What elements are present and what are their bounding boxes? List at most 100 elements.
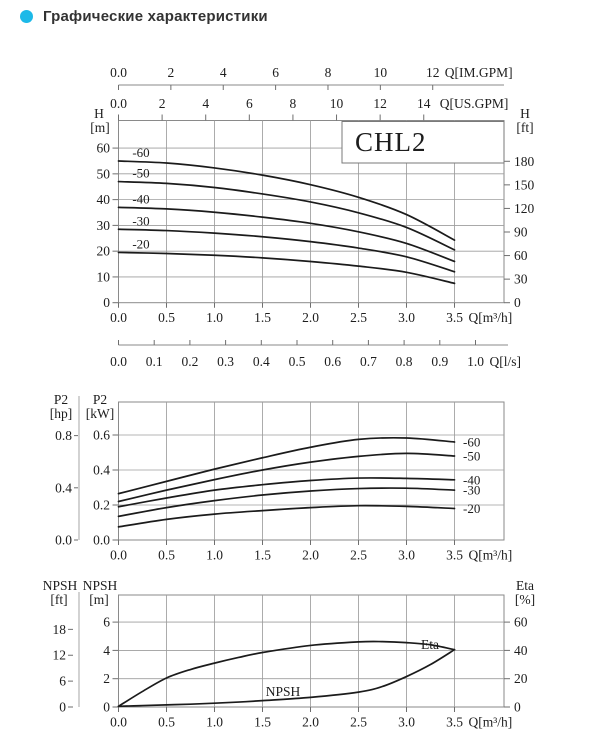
npsh-eta-x-tick-label: 0.0 bbox=[110, 715, 127, 730]
head-curve-60 bbox=[117, 160, 456, 241]
head-capacity-x-tick-label: 2.0 bbox=[302, 310, 319, 325]
head-capacity-x-tick-label: 3.5 bbox=[446, 310, 463, 325]
p2-hp-tick-label: 0.0 bbox=[55, 533, 72, 548]
h-ft-tick-label: 90 bbox=[514, 224, 528, 239]
section-header: Графические характеристики bbox=[20, 8, 268, 25]
ls-unit-label: Q[l/s] bbox=[490, 354, 522, 369]
page-title: Графические характеристики bbox=[43, 8, 268, 25]
ls-tick-label: 0.8 bbox=[396, 354, 413, 369]
head-capacity-yl-tick-label: 0 bbox=[103, 295, 110, 310]
power-x-unit-label: Q[m³/h] bbox=[469, 548, 513, 563]
npsh-eta-x-tick-label: 2.5 bbox=[350, 715, 367, 730]
ls-tick-label: 0.1 bbox=[146, 354, 163, 369]
im-gpm-tick-label: 8 bbox=[325, 65, 332, 80]
npsh-curve-label: NPSH bbox=[266, 684, 301, 699]
ls-tick-label: 0.4 bbox=[253, 354, 270, 369]
power-yl-tick-label: 0.6 bbox=[93, 428, 110, 443]
head-capacity-x-tick-label: 0.0 bbox=[110, 310, 127, 325]
eta-curve bbox=[117, 640, 456, 708]
head-curve-20 bbox=[117, 251, 456, 285]
npsh-eta-yl-tick-label: 6 bbox=[103, 615, 110, 630]
us-gpm-tick-label: 2 bbox=[159, 96, 166, 111]
im-gpm-unit-label: Q[IM.GPM] bbox=[445, 65, 513, 80]
npsh-ft-axis-name: NPSH bbox=[43, 578, 78, 593]
ls-tick-label: 0.0 bbox=[110, 354, 127, 369]
npsh-eta-x-tick-label: 3.5 bbox=[446, 715, 463, 730]
model-box bbox=[341, 121, 505, 164]
power-x-tick-label: 2.0 bbox=[302, 548, 319, 563]
head-capacity-frame bbox=[118, 120, 505, 304]
npsh-ft-tick-label: 12 bbox=[53, 648, 67, 663]
power-yl-tick-label: 0.2 bbox=[93, 498, 110, 513]
p2-hp-axis-unit: [hp] bbox=[50, 406, 73, 421]
power-curve-50 bbox=[117, 452, 456, 503]
im-gpm-tick-label: 12 bbox=[426, 65, 440, 80]
ls-tick-label: 0.3 bbox=[217, 354, 234, 369]
model-label: CHL2 bbox=[355, 127, 427, 157]
p2-kw-axis-unit: [kW] bbox=[86, 406, 114, 421]
head-curve-40 bbox=[117, 206, 456, 263]
power-x-tick-label: 1.5 bbox=[254, 548, 271, 563]
ls-tick-label: 0.5 bbox=[289, 354, 306, 369]
section-bullet-icon bbox=[20, 10, 33, 23]
us-gpm-tick-label: 14 bbox=[417, 96, 431, 111]
ls-tick-label: 0.2 bbox=[181, 354, 198, 369]
eta-tick-label: 20 bbox=[514, 671, 528, 686]
npsh-ft-tick-label: 0 bbox=[59, 700, 66, 715]
eta-axis-unit: [%] bbox=[515, 592, 535, 607]
head-curve-label-60: -60 bbox=[132, 145, 149, 160]
head-capacity-x-tick-label: 2.5 bbox=[350, 310, 367, 325]
eta-tick-label: 0 bbox=[514, 700, 521, 715]
eta-axis-name: Eta bbox=[516, 578, 534, 593]
p2-hp-tick-label: 0.4 bbox=[55, 480, 72, 495]
npsh-eta-x-tick-label: 0.5 bbox=[158, 715, 175, 730]
npsh-eta-yl-tick-label: 0 bbox=[103, 700, 110, 715]
us-gpm-tick-label: 12 bbox=[373, 96, 387, 111]
head-capacity-yl-tick-label: 40 bbox=[97, 192, 111, 207]
power-frame bbox=[118, 401, 505, 541]
power-yl-tick-label: 0.0 bbox=[93, 533, 110, 548]
power-x-tick-label: 3.0 bbox=[398, 548, 415, 563]
ls-tick-label: 1.0 bbox=[467, 354, 484, 369]
h-left-axis-name: H bbox=[94, 106, 104, 121]
head-capacity-yl-tick-label: 10 bbox=[97, 269, 111, 284]
npsh-eta-x-tick-label: 2.0 bbox=[302, 715, 319, 730]
power-curve-label-30: -30 bbox=[463, 483, 480, 498]
us-gpm-tick-label: 4 bbox=[202, 96, 209, 111]
head-capacity-x-tick-label: 1.0 bbox=[206, 310, 223, 325]
head-capacity-x-tick-label: 1.5 bbox=[254, 310, 271, 325]
head-curve-30 bbox=[117, 228, 456, 273]
head-curve-label-40: -40 bbox=[132, 191, 149, 206]
npsh-eta-yl-tick-label: 2 bbox=[103, 671, 110, 686]
head-curve-label-50: -50 bbox=[132, 166, 149, 181]
p2-hp-axis-name: P2 bbox=[54, 392, 68, 407]
power-x-tick-label: 0.0 bbox=[110, 548, 127, 563]
head-capacity-yl-tick-label: 30 bbox=[97, 218, 111, 233]
h-ft-tick-label: 60 bbox=[514, 248, 528, 263]
ls-tick-label: 0.6 bbox=[324, 354, 341, 369]
npsh-eta-x-unit-label: Q[m³/h] bbox=[469, 715, 513, 730]
us-gpm-tick-label: 10 bbox=[330, 96, 344, 111]
ls-tick-label: 0.9 bbox=[431, 354, 448, 369]
npsh-eta-x-tick-label: 1.0 bbox=[206, 715, 223, 730]
power-x-tick-label: 0.5 bbox=[158, 548, 175, 563]
im-gpm-tick-label: 6 bbox=[272, 65, 279, 80]
head-capacity-x-tick-label: 3.0 bbox=[398, 310, 415, 325]
power-curve-label-50: -50 bbox=[463, 449, 480, 464]
power-curve-30 bbox=[117, 487, 456, 518]
eta-tick-label: 60 bbox=[514, 615, 528, 630]
h-ft-tick-label: 120 bbox=[514, 201, 535, 216]
npsh-eta-x-tick-label: 1.5 bbox=[254, 715, 271, 730]
head-capacity-x-unit-label: Q[m³/h] bbox=[469, 310, 513, 325]
us-gpm-tick-label: 0.0 bbox=[110, 96, 127, 111]
power-curve-40 bbox=[117, 477, 456, 508]
power-curve-label-20: -20 bbox=[463, 501, 480, 516]
npsh-eta-yl-tick-label: 4 bbox=[103, 643, 110, 658]
power-yl-tick-label: 0.4 bbox=[93, 463, 110, 478]
power-x-tick-label: 1.0 bbox=[206, 548, 223, 563]
npsh-m-axis-name: NPSH bbox=[83, 578, 118, 593]
power-curve-label-40: -40 bbox=[463, 472, 480, 487]
us-gpm-unit-label: Q[US.GPM] bbox=[440, 96, 509, 111]
